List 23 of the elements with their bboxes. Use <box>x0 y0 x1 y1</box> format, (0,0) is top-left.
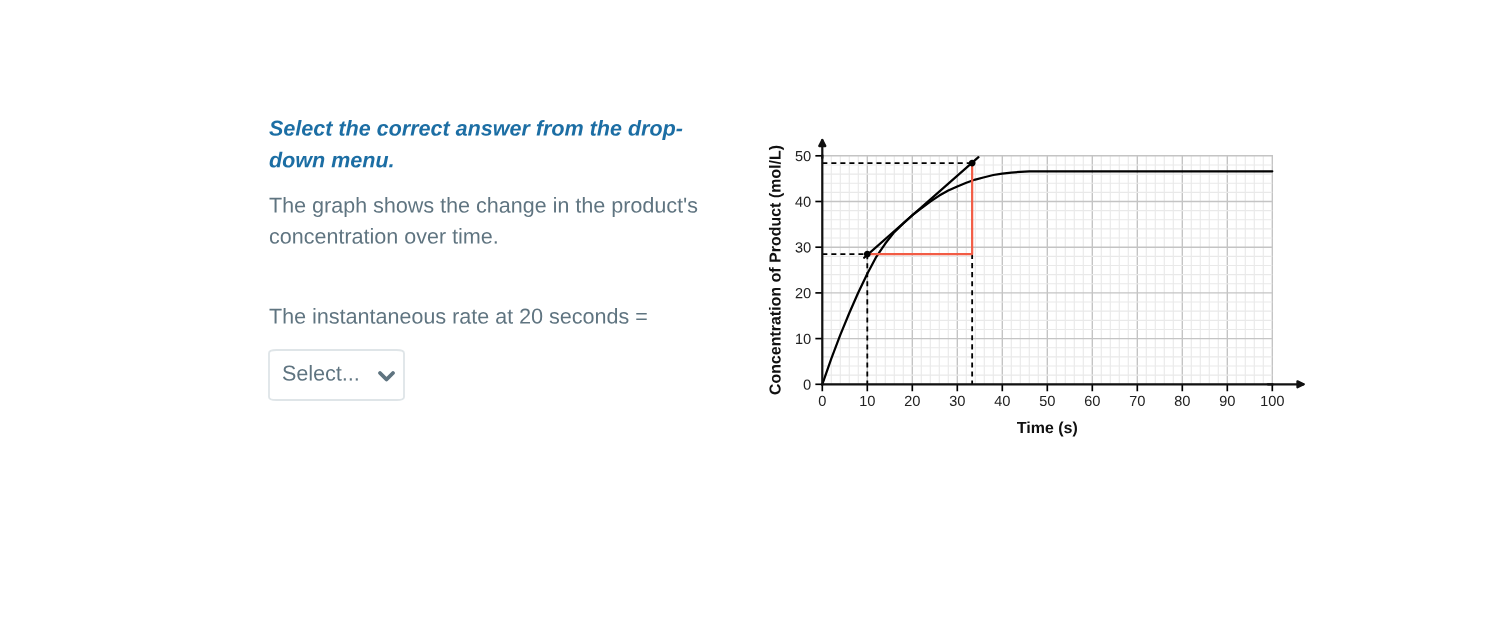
x-tick-label: 100 <box>1261 395 1284 407</box>
text: Select... <box>282 364 358 381</box>
x-tick-label: 90 <box>1219 395 1235 407</box>
x-tick-label: 0 <box>818 395 826 407</box>
x-tick-label: 40 <box>994 395 1010 407</box>
x-tick-label: 50 <box>1039 395 1055 407</box>
text: The instantaneous rate at 20 seconds = <box>269 308 647 324</box>
y-tick-label: 0 <box>803 379 811 390</box>
text: The graph shows the change in the product's concentration over time. <box>269 197 698 244</box>
x-tick-label: 80 <box>1174 395 1190 407</box>
y-tick-label: 40 <box>795 196 811 207</box>
y-tick-label: 30 <box>795 242 811 253</box>
x-tick-label: 70 <box>1129 395 1145 407</box>
x-axis-title: Time (s) <box>1017 421 1077 437</box>
y-tick-label: 20 <box>795 288 811 299</box>
x-tick-label: 20 <box>904 395 920 407</box>
text: Select the correct answer from the drop- down menu. <box>269 120 683 168</box>
x-tick-label: 30 <box>949 395 965 407</box>
y-axis-title: Concentration of Product (mol/L) <box>768 145 784 395</box>
x-tick-label: 10 <box>860 395 875 407</box>
y-tick-label: 10 <box>796 333 811 345</box>
y-tick-label: 50 <box>795 150 811 162</box>
x-tick-label: 60 <box>1084 395 1100 407</box>
